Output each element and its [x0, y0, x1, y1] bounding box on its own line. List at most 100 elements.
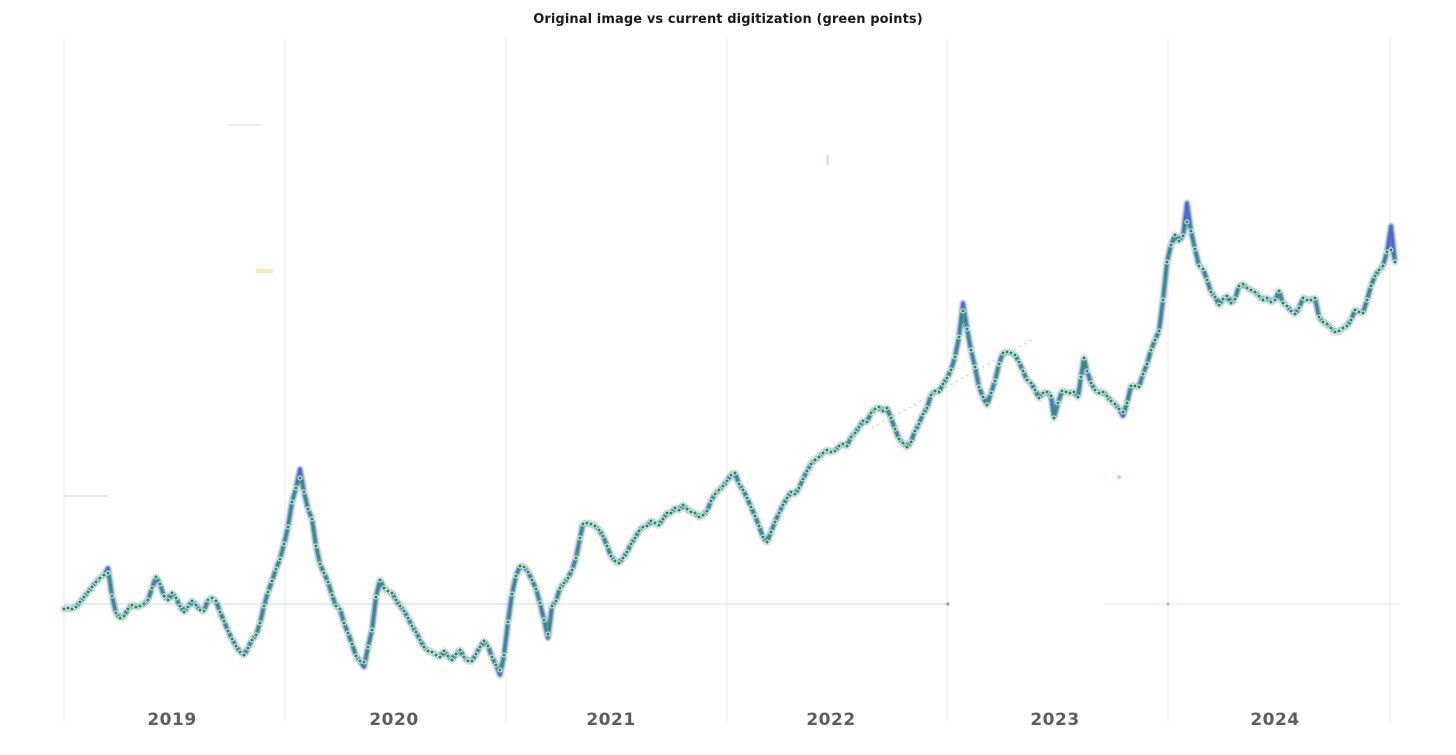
digitized-point	[876, 404, 882, 410]
digitized-point	[1388, 247, 1394, 253]
digitized-point	[61, 606, 67, 612]
digitized-point	[900, 440, 906, 446]
digitized-point	[712, 491, 718, 497]
digitized-point	[600, 533, 606, 539]
digitized-point	[121, 613, 127, 619]
digitized-point	[1384, 249, 1390, 255]
digitized-point	[1000, 350, 1006, 356]
digitized-point	[425, 648, 431, 654]
digitized-point	[69, 606, 75, 612]
digitized-point	[405, 615, 411, 621]
digitized-point	[1048, 393, 1054, 399]
digitized-point	[1059, 388, 1065, 394]
digitized-point	[89, 584, 95, 590]
digitized-point	[744, 495, 750, 501]
digitized-point	[101, 572, 107, 578]
digitized-point	[1024, 377, 1030, 383]
digitized-point	[1344, 323, 1350, 329]
digitized-point	[389, 590, 395, 596]
digitized-point	[1164, 259, 1170, 265]
digitized-point	[133, 604, 139, 610]
digitized-point	[1220, 296, 1226, 302]
digitized-point	[1081, 355, 1087, 361]
digitized-point	[1044, 389, 1050, 395]
digitized-point	[628, 541, 634, 547]
digitized-point	[1380, 263, 1386, 269]
digitized-point	[161, 593, 167, 599]
digitized-point	[1071, 389, 1077, 395]
digitized-point	[816, 454, 822, 460]
digitized-point	[728, 472, 734, 478]
digitized-point	[341, 620, 347, 626]
digitized-point	[928, 392, 934, 398]
digitized-point	[964, 326, 970, 332]
digitized-point	[317, 561, 323, 567]
digitized-point	[636, 528, 642, 534]
digitized-point	[385, 588, 391, 594]
digitized-point	[545, 631, 551, 637]
digitized-point	[956, 334, 962, 340]
digitized-point	[541, 617, 547, 623]
digitized-point	[1216, 302, 1222, 308]
digitized-point	[397, 603, 403, 609]
digitized-point	[565, 575, 571, 581]
x-axis-labels: 2019 2020 2021 2022 2023 2024	[0, 711, 1456, 728]
gray-line-fragment	[64, 495, 108, 497]
digitized-point	[349, 641, 355, 647]
digitized-point	[329, 592, 335, 598]
digitized-point	[521, 564, 527, 570]
digitized-point	[265, 589, 271, 595]
digitized-point	[449, 657, 455, 663]
digitized-point	[692, 510, 698, 516]
digitized-point	[1180, 233, 1186, 239]
digitized-point	[145, 597, 151, 603]
digitized-point	[988, 390, 994, 396]
digitized-point	[1276, 288, 1282, 294]
digitized-point	[872, 406, 878, 412]
digitized-point	[233, 643, 239, 649]
digitized-point	[561, 580, 567, 586]
digitized-point	[644, 523, 650, 529]
digitized-point	[608, 553, 614, 559]
gray-line-fragment	[228, 124, 262, 126]
digitized-point	[1012, 352, 1018, 358]
digitized-point	[257, 620, 263, 626]
digitized-point	[1116, 406, 1122, 412]
digitized-point	[1364, 297, 1370, 303]
digitized-point	[181, 609, 187, 615]
digitized-point	[620, 555, 626, 561]
digitized-point	[1352, 307, 1358, 313]
digitized-point	[201, 608, 207, 614]
digitized-point	[277, 556, 283, 562]
digitized-point	[1268, 299, 1274, 305]
digitized-point	[577, 535, 583, 541]
digitized-point	[808, 461, 814, 467]
digitized-point	[249, 637, 255, 643]
digitized-point	[225, 628, 231, 634]
digitized-point	[980, 394, 986, 400]
digitized-point	[676, 507, 682, 513]
digitized-point	[1028, 380, 1034, 386]
digitized-point	[700, 512, 706, 518]
digitized-point	[1016, 359, 1022, 365]
digitized-point	[1020, 368, 1026, 374]
digitized-point	[680, 502, 686, 508]
digitized-point	[1332, 329, 1338, 335]
digitized-point	[856, 424, 862, 430]
digitized-point	[772, 519, 778, 525]
digitized-point	[1144, 361, 1150, 367]
digitized-point	[760, 534, 766, 540]
digitized-point	[445, 653, 451, 659]
digitized-point	[824, 447, 830, 453]
digitized-point	[381, 585, 387, 591]
green-smudge	[826, 155, 829, 165]
digitized-point	[261, 603, 267, 609]
digitized-point	[1360, 310, 1366, 316]
digitized-point	[285, 524, 291, 530]
chart-title: Original image vs current digitization (…	[533, 12, 923, 27]
digitized-point	[1244, 285, 1250, 291]
digitized-point	[844, 443, 850, 449]
digitized-point	[213, 598, 219, 604]
digitized-point	[241, 652, 247, 658]
digitized-point	[337, 606, 343, 612]
